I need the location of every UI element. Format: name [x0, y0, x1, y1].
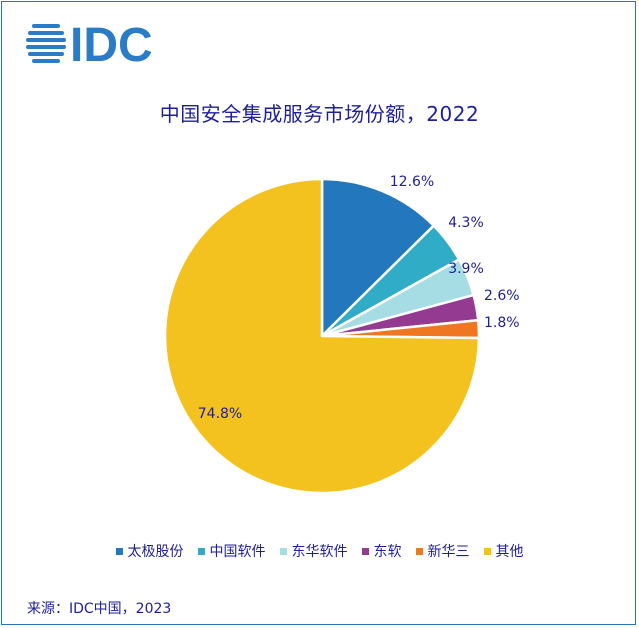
data-label-0: 12.6% — [390, 174, 434, 190]
legend-label-1: 中国软件 — [209, 544, 266, 560]
data-label-1: 4.3% — [448, 215, 484, 231]
idc-logo: IDC — [26, 20, 153, 66]
legend-swatch-3 — [361, 547, 369, 555]
idc-logo-text: IDC — [70, 20, 153, 66]
data-label-4: 1.8% — [484, 315, 520, 331]
legend-swatch-5 — [483, 547, 491, 555]
chart-title: 中国安全集成服务市场份额，2022 — [159, 102, 480, 126]
legend-label-2: 东华软件 — [291, 544, 348, 560]
idc-logo-globe-icon — [26, 24, 66, 63]
source-note: 来源：IDC中国，2023 — [27, 601, 172, 617]
legend-item-0: 太极股份 — [115, 541, 184, 561]
data-label-2: 3.9% — [448, 261, 484, 277]
legend-swatch-4 — [415, 547, 423, 555]
legend-item-5: 其他 — [483, 541, 524, 561]
data-label-3: 2.6% — [484, 288, 520, 304]
legend-swatch-1 — [197, 547, 205, 555]
legend-label-0: 太极股份 — [127, 544, 184, 560]
legend-item-3: 东软 — [361, 541, 402, 561]
legend-label-4: 新华三 — [427, 544, 470, 560]
pie-slice-5 — [163, 177, 481, 495]
pie-slice-0 — [320, 177, 435, 338]
legend-swatch-2 — [279, 547, 287, 555]
legend-item-1: 中国软件 — [197, 541, 266, 561]
legend-label-5: 其他 — [495, 544, 524, 560]
legend-swatch-0 — [115, 547, 123, 555]
legend-item-2: 东华软件 — [279, 541, 348, 561]
data-label-5: 74.8% — [198, 406, 242, 422]
chart-legend: 太极股份 中国软件 东华软件 东软 新华三 其他 — [0, 541, 639, 561]
legend-item-4: 新华三 — [415, 541, 470, 561]
legend-label-3: 东软 — [373, 544, 402, 560]
